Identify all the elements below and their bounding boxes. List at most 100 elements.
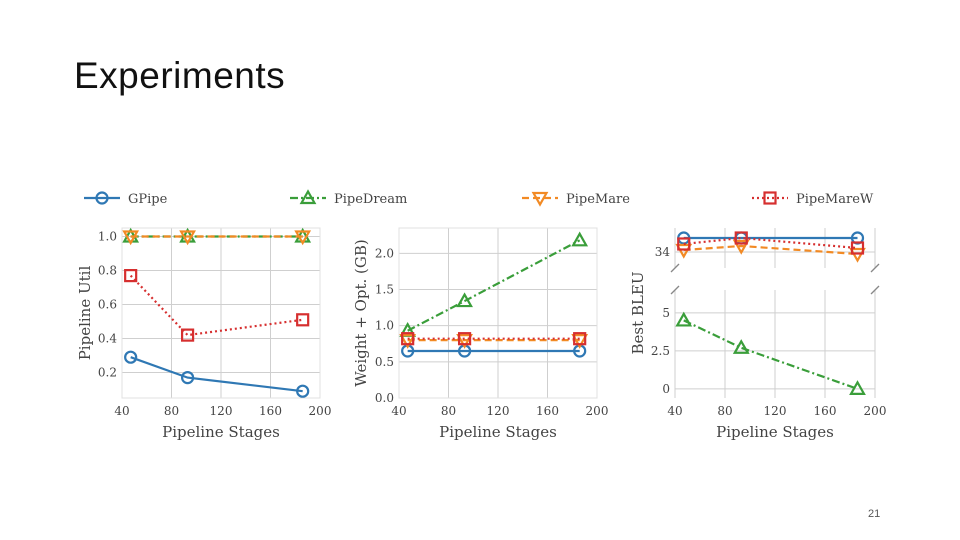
y-tick-label: 2.0	[375, 246, 394, 260]
legend-item-pipedream: PipeDream	[290, 189, 407, 207]
y-tick-label: 34	[655, 245, 671, 259]
series-pipedream	[399, 231, 589, 337]
y-tick-label: 0.2	[98, 366, 117, 380]
series-pipedream	[122, 227, 312, 243]
y-tick-label: 0.8	[98, 264, 117, 278]
series-pipemare	[399, 334, 589, 349]
y-axis-label: Best BLEU	[629, 272, 647, 355]
y-tick-label: 2.5	[651, 344, 670, 358]
y-tick-label: 0.6	[98, 298, 117, 312]
series-gpipe	[124, 350, 310, 398]
axis-break-mark	[870, 263, 880, 273]
x-tick-label: 80	[717, 404, 732, 418]
data-point	[124, 350, 138, 364]
series-pipemarew	[124, 269, 310, 342]
legend-item-pipemarew: PipeMareW	[752, 191, 874, 207]
axis-break-mark	[870, 285, 880, 295]
x-tick-label: 40	[391, 404, 406, 418]
memory-chart: 0.0 0.5 1.0 1.5 2.0 40 80 120 160 200 Pipeline Sta…	[352, 227, 609, 441]
y-tick-label: 1.0	[98, 230, 117, 244]
y-tick-label: 0.0	[375, 391, 394, 405]
series-pipemare	[675, 239, 866, 263]
data-point	[401, 332, 415, 346]
y-tick-label: 0	[662, 382, 670, 396]
data-point	[294, 230, 312, 246]
data-point	[180, 371, 195, 385]
data-point	[122, 230, 140, 246]
legend-item-pipemare: PipeMare	[522, 191, 630, 207]
series-line	[407, 239, 581, 332]
data-point	[124, 269, 138, 283]
data-point	[849, 247, 866, 263]
x-axis-label: Pipeline Stages	[716, 423, 834, 441]
legend-item-gpipe: GPipe	[84, 191, 168, 207]
data-point	[732, 239, 750, 255]
legend-label: PipeDream	[334, 192, 407, 207]
series-gpipe	[401, 344, 587, 358]
plot-frame	[121, 227, 321, 399]
x-tick-label: 40	[114, 404, 129, 418]
x-tick-label: 80	[164, 404, 179, 418]
x-tick-label: 160	[259, 404, 282, 418]
slide-title: Experiments	[74, 55, 286, 96]
data-point	[734, 231, 748, 245]
bleu-chart: 34 0 2.5 5 40 80 120 160 200 Pipeline Stages Best …	[629, 228, 886, 441]
y-tick-label: 0.5	[375, 355, 394, 369]
plot-frame	[398, 227, 598, 399]
series-pipemare	[122, 230, 312, 246]
data-point	[675, 243, 693, 259]
series-pipemarew	[677, 231, 865, 255]
axis-break-mark	[670, 285, 680, 295]
x-tick-label: 120	[487, 404, 510, 418]
data-point	[457, 332, 472, 346]
data-point	[456, 292, 473, 308]
page-number: 21	[868, 508, 881, 520]
data-point	[296, 384, 310, 398]
x-tick-label: 40	[667, 404, 682, 418]
data-point	[571, 334, 589, 349]
data-point	[675, 311, 693, 327]
data-point	[732, 339, 750, 354]
series-gpipe	[677, 231, 865, 245]
data-point	[850, 241, 865, 255]
series-pipedream	[675, 311, 866, 395]
legend-marker	[531, 191, 549, 207]
x-axis-label: Pipeline Stages	[439, 423, 557, 441]
x-tick-label: 200	[586, 404, 609, 418]
data-point	[180, 328, 195, 342]
data-point	[179, 230, 196, 246]
legend-marker	[95, 191, 109, 205]
data-point	[456, 334, 473, 349]
legend-marker	[763, 191, 777, 205]
data-point	[399, 334, 417, 349]
x-tick-label: 160	[814, 404, 837, 418]
series-line	[130, 356, 303, 393]
data-point	[571, 231, 589, 247]
data-point	[296, 313, 310, 327]
y-tick-label: 1.0	[375, 319, 394, 333]
data-point	[573, 332, 587, 346]
x-axis-label: Pipeline Stages	[162, 423, 280, 441]
y-tick-label: 5	[662, 306, 670, 320]
series-pipemarew	[401, 332, 587, 346]
x-tick-label: 80	[441, 404, 456, 418]
legend-marker	[299, 189, 317, 205]
legend: GPipe PipeDream PipeMare PipeMareW	[84, 189, 874, 207]
axis-break-mark	[670, 263, 680, 273]
y-axis-label: Pipeline Util	[76, 266, 94, 361]
data-point	[849, 380, 866, 395]
x-tick-label: 200	[309, 404, 332, 418]
y-tick-label: 0.4	[98, 332, 117, 346]
x-tick-label: 160	[536, 404, 559, 418]
series-line	[683, 319, 858, 390]
x-tick-label: 120	[210, 404, 233, 418]
pipeline-util-chart: 0.2 0.4 0.6 0.8 1.0 40 80 120 160 200 Pipeline Sta…	[76, 227, 332, 441]
x-tick-label: 120	[764, 404, 787, 418]
legend-label: PipeMareW	[796, 192, 874, 207]
y-axis-label: Weight + Opt. (GB)	[352, 239, 370, 386]
series-line	[129, 274, 303, 337]
series-line	[683, 236, 858, 250]
legend-label: PipeMare	[566, 192, 630, 207]
legend-label: GPipe	[128, 192, 168, 207]
